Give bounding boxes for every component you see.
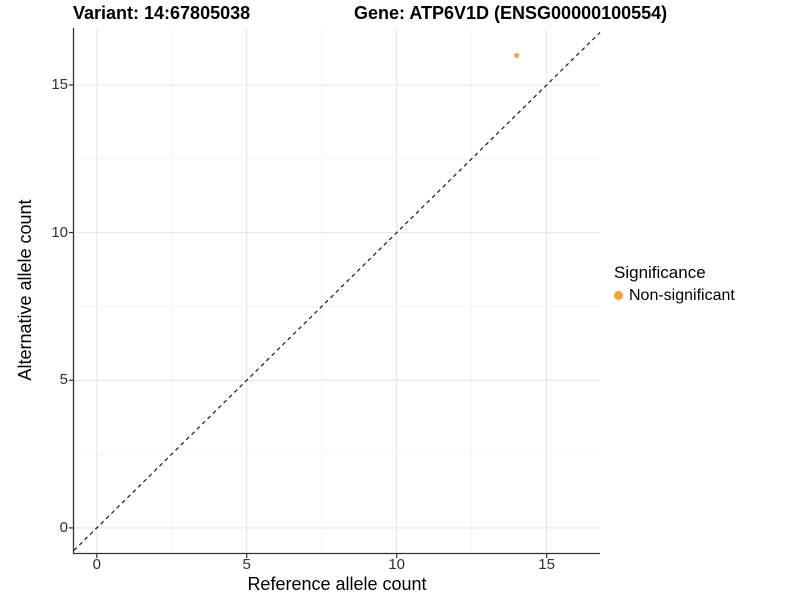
plot-title-variant: Variant: 14:67805038: [73, 3, 251, 23]
x-tick-label: 0: [92, 556, 101, 573]
x-tick-label: 10: [388, 556, 406, 573]
legend-point-icon: [614, 291, 623, 300]
plot-title-gene: Gene: ATP6V1D (ENSG00000100554): [354, 3, 668, 23]
x-axis-title: Reference allele count: [247, 574, 427, 594]
y-tick-label: 10: [51, 223, 68, 241]
legend-title: Significance: [614, 263, 706, 282]
legend-item-label: Non-significant: [629, 287, 735, 304]
y-tick-label: 0: [59, 518, 68, 536]
y-tick-label: 5: [59, 371, 68, 389]
x-tick-label: 15: [538, 556, 555, 573]
identity-reference-line: [73, 32, 601, 551]
legend: Significance Non-significant: [614, 262, 735, 305]
x-tick-label: 5: [242, 556, 251, 573]
data-point: [514, 52, 520, 59]
legend-item-non-significant: Non-significant: [614, 286, 735, 305]
y-axis-title: Alternative allele count: [15, 199, 35, 381]
y-tick-label: 15: [51, 75, 68, 93]
